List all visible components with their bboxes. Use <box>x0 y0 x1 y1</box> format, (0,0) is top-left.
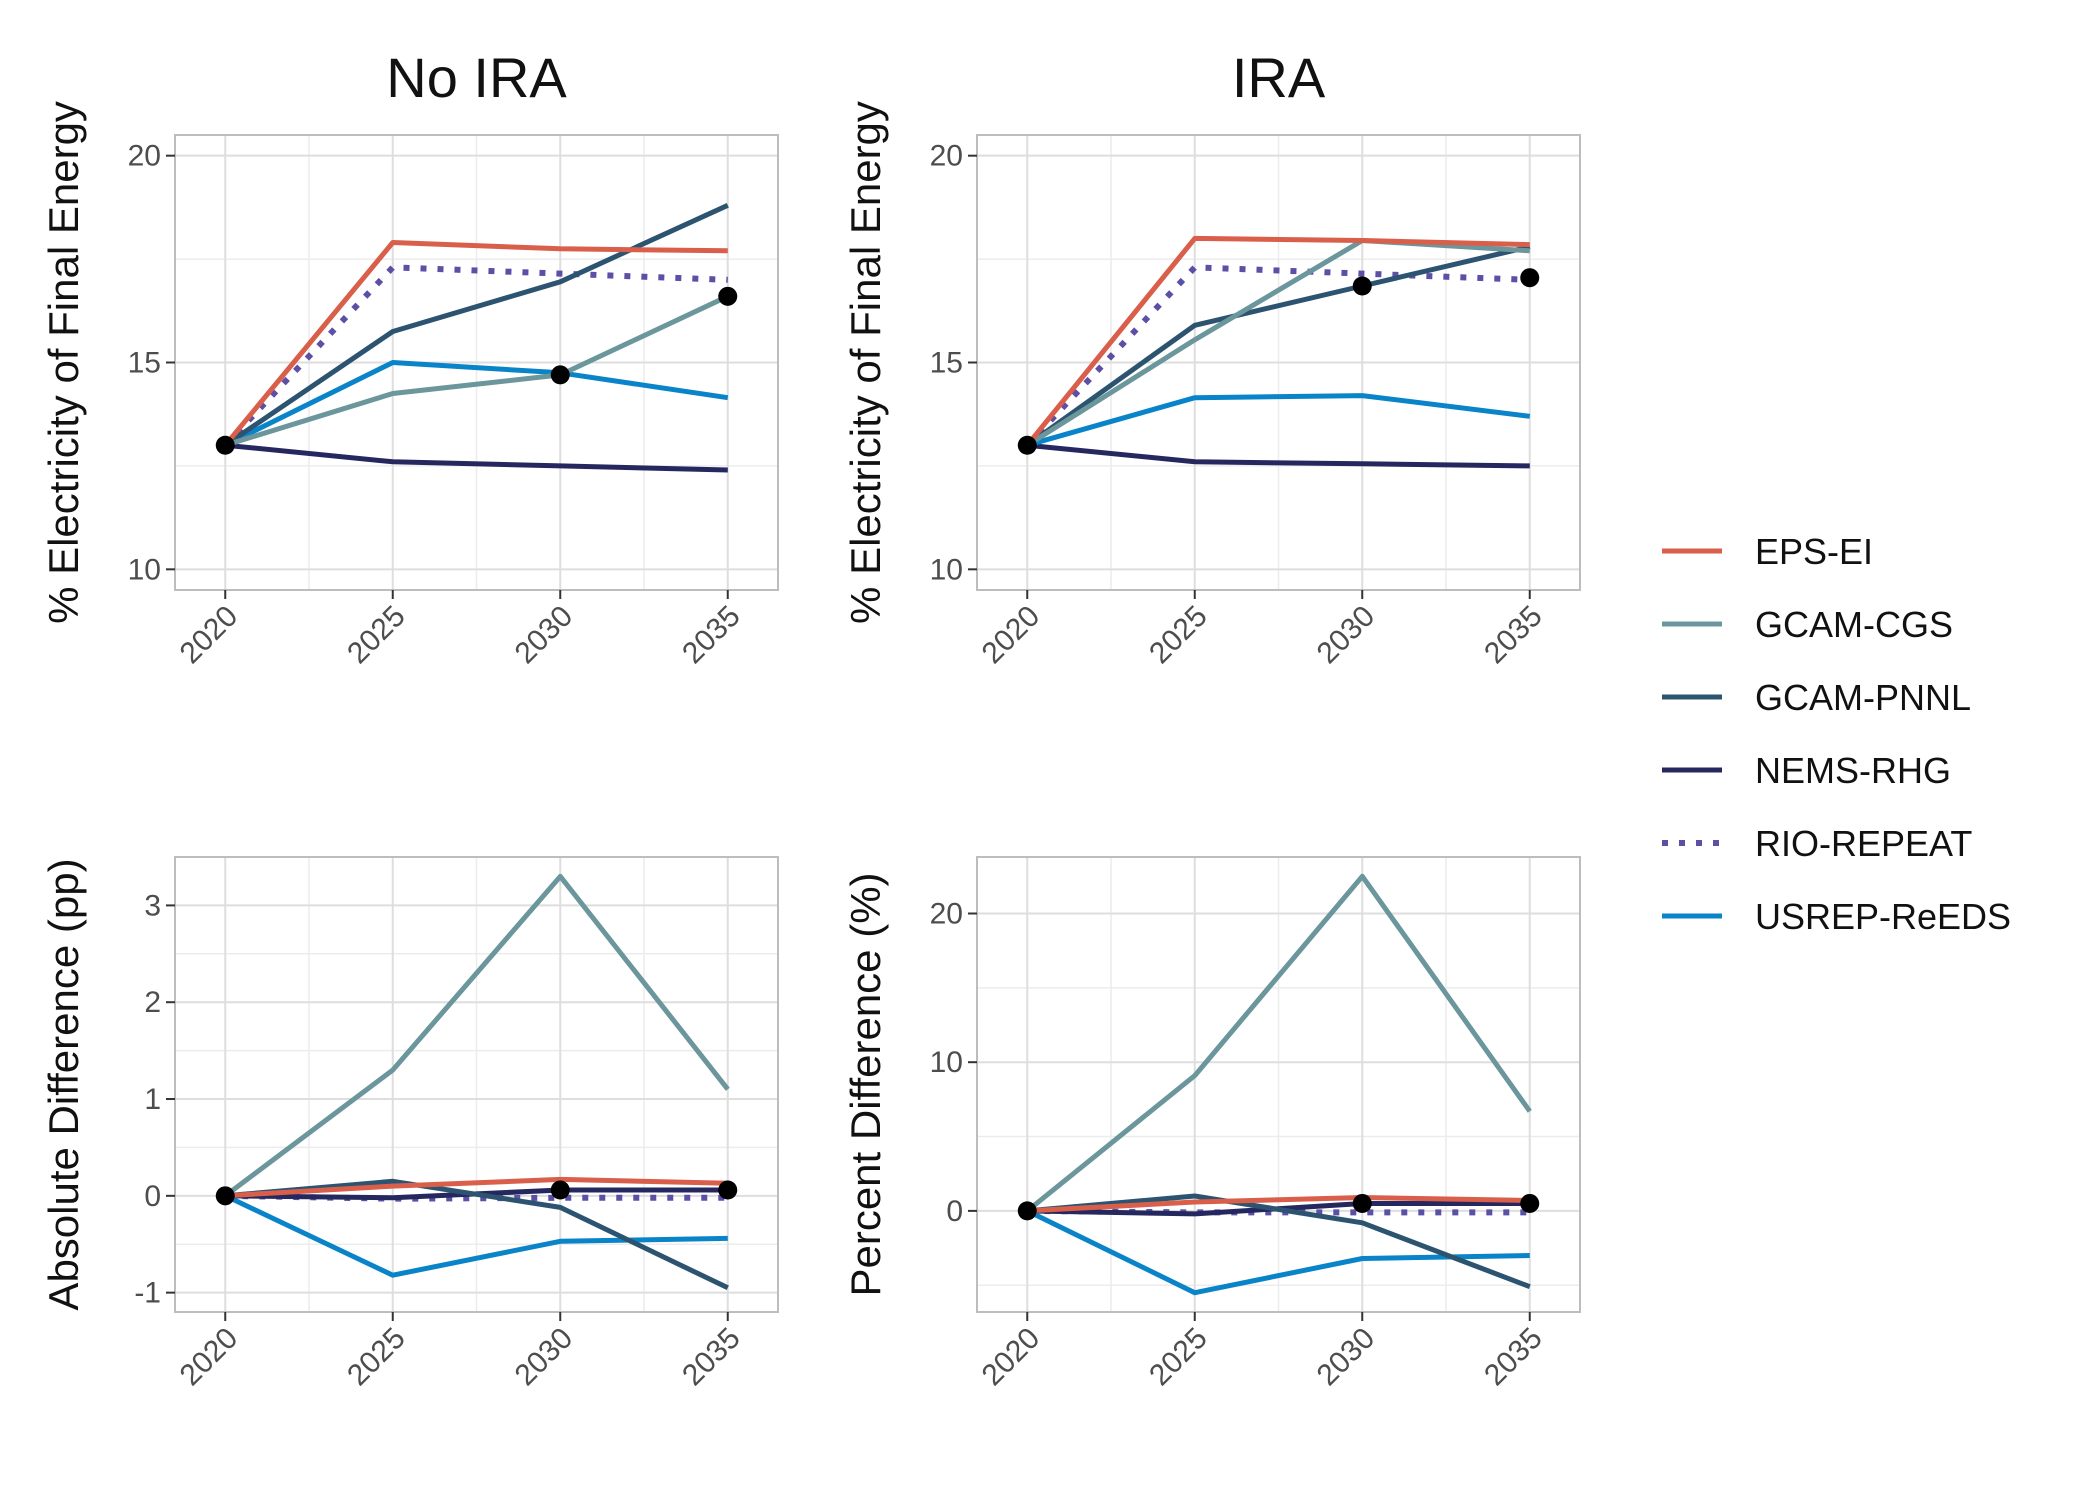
series-line-eps-ei <box>225 1176 728 1199</box>
highlight-point <box>215 1186 235 1206</box>
grid <box>175 857 778 1312</box>
series-lines <box>223 203 729 473</box>
series-lines <box>1025 235 1531 469</box>
x-tick-label: 2020 <box>976 600 1047 671</box>
y-tick-label: 3 <box>144 889 161 922</box>
grid <box>175 135 778 590</box>
x-tick-label: 2030 <box>509 600 580 671</box>
x-tick-label: 2035 <box>1478 600 1549 671</box>
y-tick-label: 20 <box>128 140 161 173</box>
highlight-point <box>1520 268 1540 288</box>
x-tick-label: 2020 <box>174 600 245 671</box>
y-tick-label: 2 <box>144 986 161 1019</box>
highlight-point <box>718 286 738 306</box>
series-line-usrep-reeds <box>224 1193 728 1278</box>
series-line-gcam-cgs <box>224 294 729 448</box>
highlight-point <box>1017 435 1037 455</box>
legend-label: NEMS-RHG <box>1755 750 1951 791</box>
panel-border <box>976 856 1581 1313</box>
y-tick-label: 10 <box>930 1046 963 1079</box>
y-tick-label: 1 <box>144 1083 161 1116</box>
series-line-eps-ei <box>223 240 728 447</box>
x-tick-label: 2030 <box>1311 1322 1382 1393</box>
y-tick-label: -1 <box>134 1277 161 1310</box>
legend-item-nems-rhg: NEMS-RHG <box>1662 750 1951 791</box>
series-lines <box>223 873 730 1291</box>
y-axis-label: % Electricity of Final Energy <box>842 101 889 624</box>
x-tick-label: 2025 <box>341 1322 412 1393</box>
series-line-gcam-pnnl <box>1025 244 1531 448</box>
highlight-point <box>215 435 235 455</box>
highlight-point <box>550 365 570 385</box>
y-tick-label: 15 <box>128 347 161 380</box>
series-line-gcam-pnnl <box>1027 1193 1531 1290</box>
y-tick-label: 0 <box>144 1180 161 1213</box>
y-tick-label: 20 <box>930 898 963 931</box>
highlight-point <box>1017 1201 1037 1221</box>
x-tick-label: 2035 <box>676 1322 747 1393</box>
y-tick-label: 15 <box>930 347 963 380</box>
y-axis-label: Percent Difference (%) <box>842 872 889 1296</box>
y-tick-label: 10 <box>128 553 161 586</box>
panel-3: -1 0 1 2 3 2020 2025 2030 2035 Absolute Differenc… <box>40 856 779 1393</box>
legend-label: GCAM-PNNL <box>1755 677 1971 718</box>
series-line-rio-repeat <box>1025 264 1530 448</box>
highlight-point <box>1352 276 1372 296</box>
y-axis-label: % Electricity of Final Energy <box>40 101 87 624</box>
legend-item-rio-repeat: RIO-REPEAT <box>1662 823 1972 864</box>
legend-label: EPS-EI <box>1755 531 1873 572</box>
x-tick-label: 2035 <box>1478 1322 1549 1393</box>
legend-label: RIO-REPEAT <box>1755 823 1972 864</box>
highlight-point <box>550 1180 570 1200</box>
x-tick-label: 2030 <box>509 1322 580 1393</box>
grid <box>977 135 1580 590</box>
panel-title: No IRA <box>386 46 567 109</box>
legend-label: USREP-ReEDS <box>1755 896 2011 937</box>
legend-item-gcam-cgs: GCAM-CGS <box>1662 604 1953 645</box>
series-line-rio-repeat <box>223 264 728 448</box>
series-line-gcam-pnnl <box>223 203 729 448</box>
x-tick-label: 2020 <box>976 1322 1047 1393</box>
series-line-usrep-reeds <box>224 360 729 448</box>
x-tick-label: 2030 <box>1311 600 1382 671</box>
legend-item-eps-ei: EPS-EI <box>1662 531 1873 572</box>
x-tick-label: 2025 <box>1143 1322 1214 1393</box>
series-line-eps-ei <box>1027 1195 1530 1214</box>
series-line-nems-rhg <box>1027 442 1530 469</box>
y-axis-label: Absolute Difference (pp) <box>40 858 87 1310</box>
x-tick-label: 2025 <box>341 600 412 671</box>
series-lines <box>1025 873 1532 1296</box>
x-tick-label: 2020 <box>174 1322 245 1393</box>
highlight-point <box>1520 1193 1540 1213</box>
series-line-gcam-cgs <box>1025 873 1532 1213</box>
x-tick-label: 2035 <box>676 600 747 671</box>
series-line-gcam-cgs <box>1025 238 1530 448</box>
grid <box>977 857 1580 1312</box>
legend: EPS-EI GCAM-CGS GCAM-PNNL NEMS-RHG RIO-REPEA… <box>1662 531 2011 937</box>
highlight-point <box>718 1180 738 1200</box>
panel-border <box>174 856 779 1313</box>
highlight-point <box>1352 1193 1372 1213</box>
x-tick-label: 2025 <box>1143 600 1214 671</box>
y-tick-label: 10 <box>930 553 963 586</box>
legend-label: GCAM-CGS <box>1755 604 1953 645</box>
legend-item-usrep-reeds: USREP-ReEDS <box>1662 896 2011 937</box>
series-line-nems-rhg <box>225 442 728 473</box>
series-line-gcam-cgs <box>223 873 730 1198</box>
panel-title: IRA <box>1232 46 1326 109</box>
series-line-usrep-reeds <box>1026 393 1531 448</box>
y-tick-label: 20 <box>930 140 963 173</box>
y-tick-label: 0 <box>946 1195 963 1228</box>
series-line-eps-ei <box>1025 235 1530 447</box>
legend-item-gcam-pnnl: GCAM-PNNL <box>1662 677 1971 718</box>
